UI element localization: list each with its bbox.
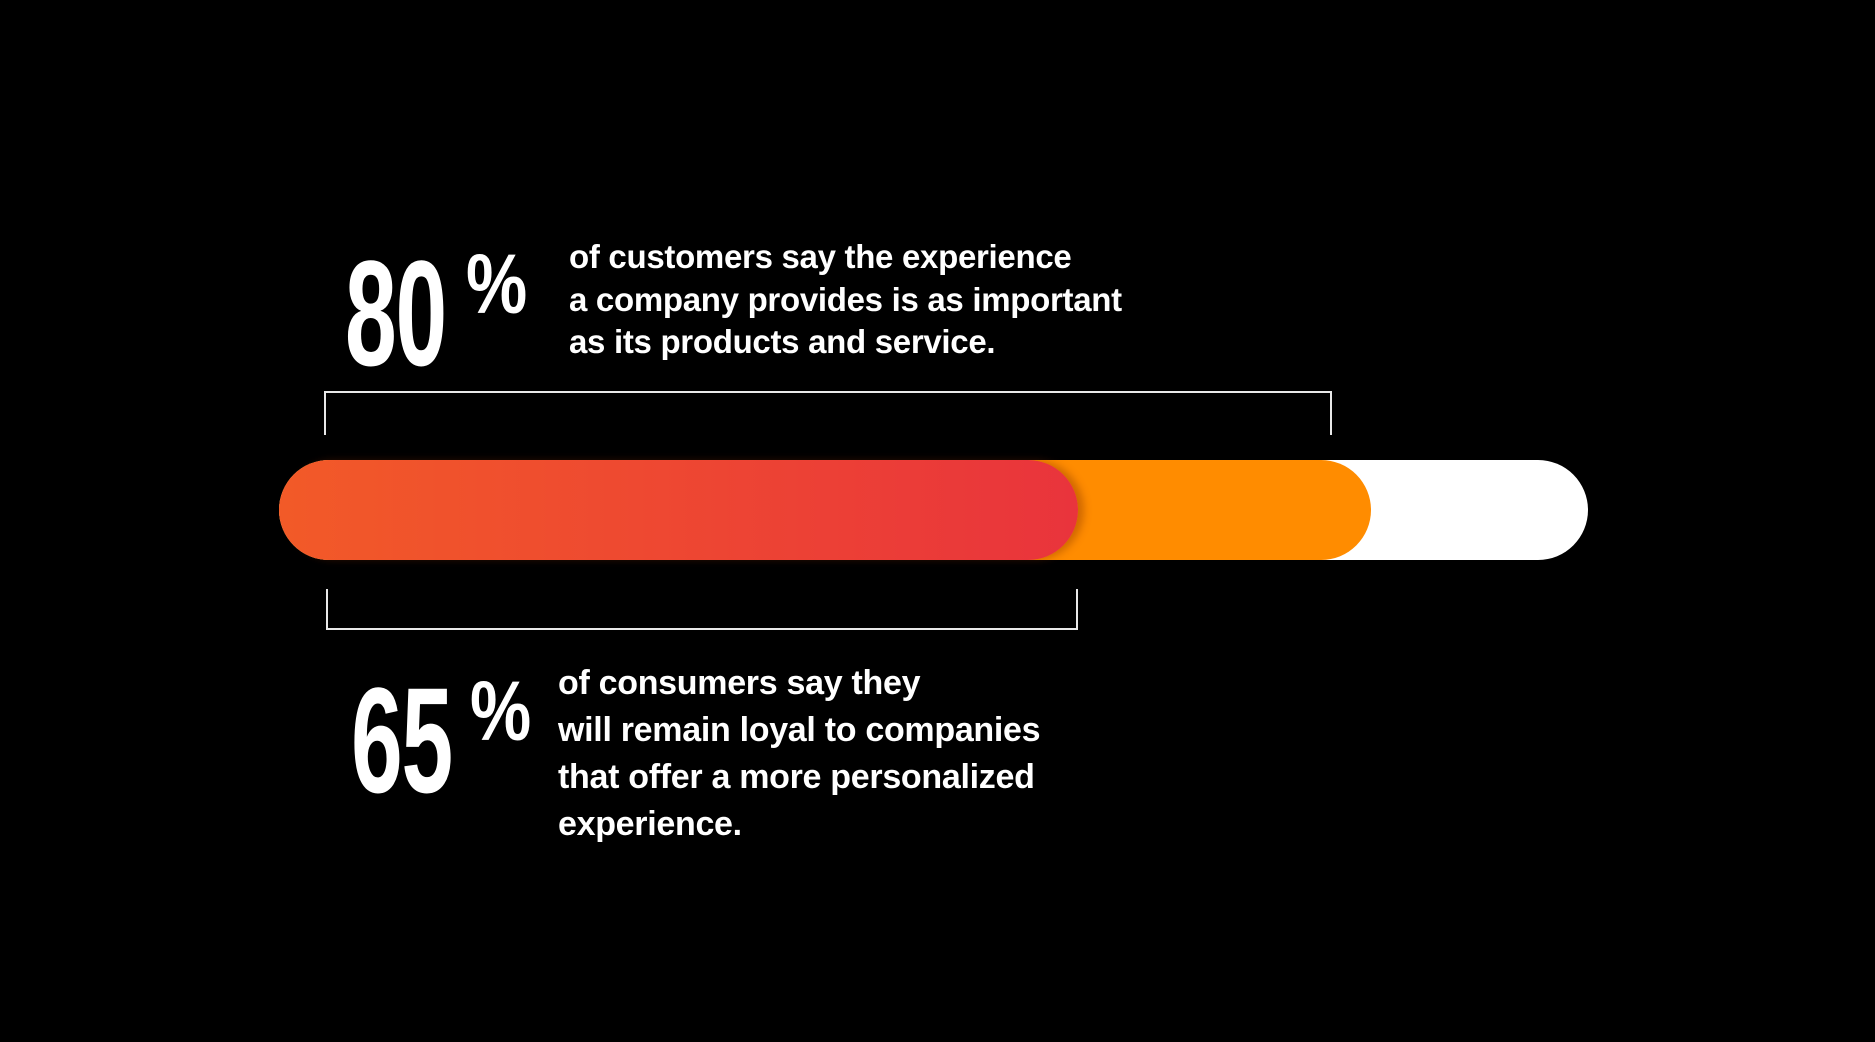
bracket-80 <box>324 391 1332 435</box>
stat-65-number: 65 <box>351 656 453 824</box>
stat-65-line: will remain loyal to companies <box>558 711 1041 749</box>
bar-65 <box>279 460 1078 560</box>
bracket-65 <box>326 589 1078 630</box>
stat-80-line: as its products and service. <box>569 323 996 360</box>
stat-65-description: of consumers say they will remain loyal … <box>558 660 1041 848</box>
stat-80-percent: % <box>466 237 528 331</box>
stat-65-line: experience. <box>558 805 742 843</box>
stat-65-line: that offer a more personalized <box>558 758 1035 796</box>
stat-65-line: of consumers say they <box>558 664 921 702</box>
stat-80-description: of customers say the experience a compan… <box>569 236 1122 364</box>
stat-80-line: of customers say the experience <box>569 238 1072 275</box>
stat-65-percent: % <box>470 664 532 758</box>
stat-80-line: a company provides is as important <box>569 280 1122 318</box>
stat-80-number: 80 <box>345 229 447 397</box>
